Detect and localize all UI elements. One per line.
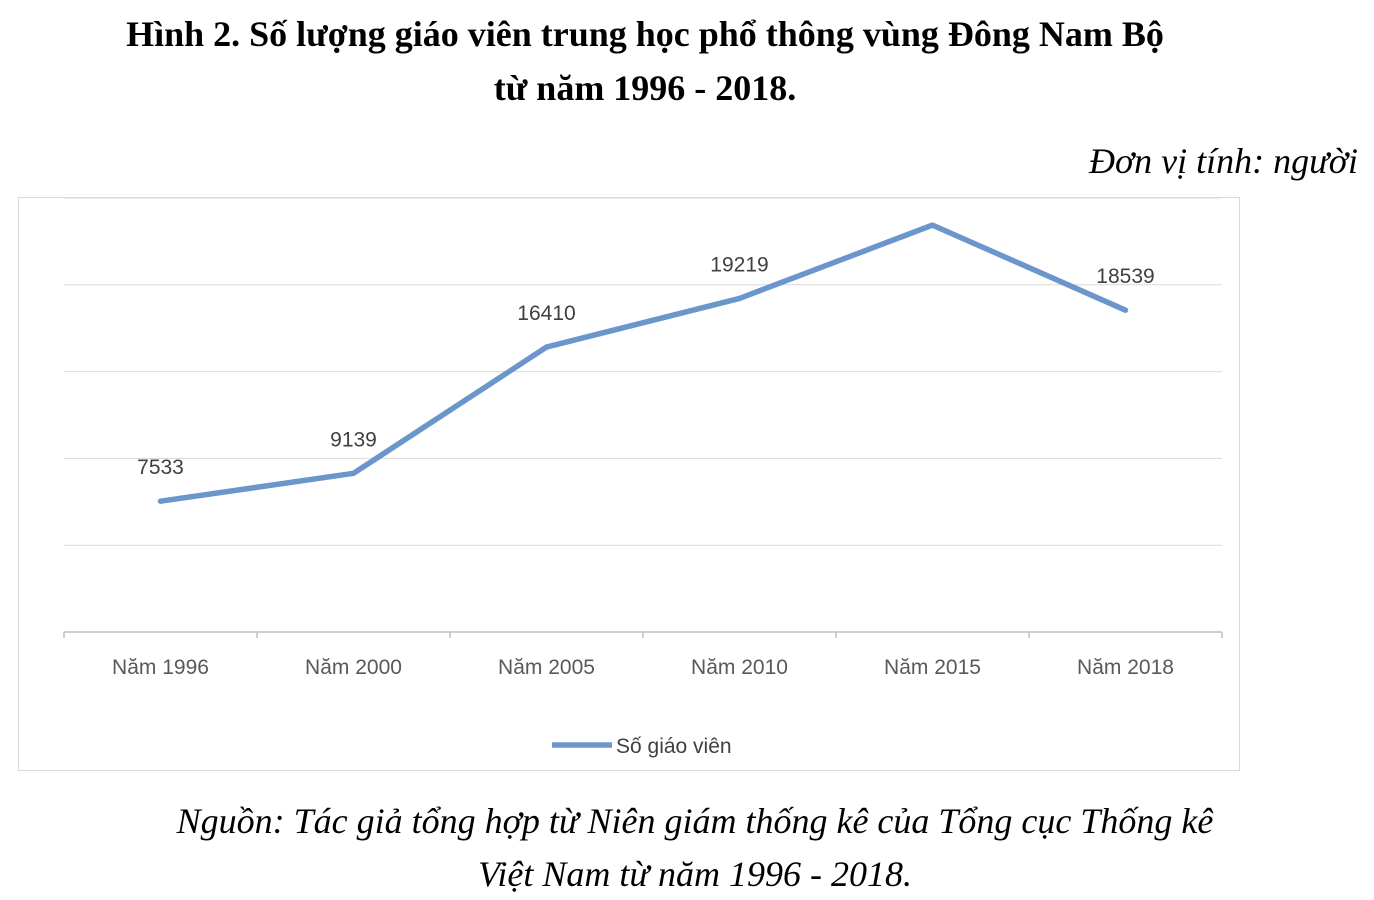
line-chart: Năm 1996 Năm 2000 Năm 2005 Năm 2010 Năm 2015… — [63, 198, 1223, 758]
x-tick-label: Năm 2015 — [884, 656, 981, 679]
data-label: 7533 — [137, 456, 184, 479]
data-label: 9139 — [330, 428, 377, 451]
series-line-so-giao-vien — [157, 222, 1129, 504]
chart-title-line2: từ năm 1996 - 2018. — [493, 68, 797, 108]
x-tick-label: Năm 1996 — [112, 656, 209, 679]
chart-area: Năm 1996 Năm 2000 Năm 2005 Năm 2010 Năm 2015… — [18, 197, 1240, 771]
source-note-line2: Việt Nam từ năm 1996 - 2018. — [478, 854, 912, 894]
data-label: 16410 — [517, 302, 575, 325]
x-tick-label: Năm 2000 — [305, 656, 402, 679]
data-label: 18539 — [1096, 265, 1154, 288]
data-label: 23440 — [903, 198, 961, 203]
x-tick-label: Năm 2005 — [498, 656, 595, 679]
source-note-line1: Nguồn: Tác giả tổng hợp từ Niên giám thố… — [176, 801, 1214, 841]
chart-title-line1: Hình 2. Số lượng giáo viên trung học phổ… — [126, 14, 1164, 54]
x-tick-label: Năm 2010 — [691, 656, 788, 679]
x-tick-label: Năm 2018 — [1077, 656, 1174, 679]
unit-label: Đơn vị tính: người — [1088, 141, 1358, 181]
legend-label: Số giáo viên — [616, 735, 732, 758]
data-label: 19219 — [710, 253, 768, 276]
